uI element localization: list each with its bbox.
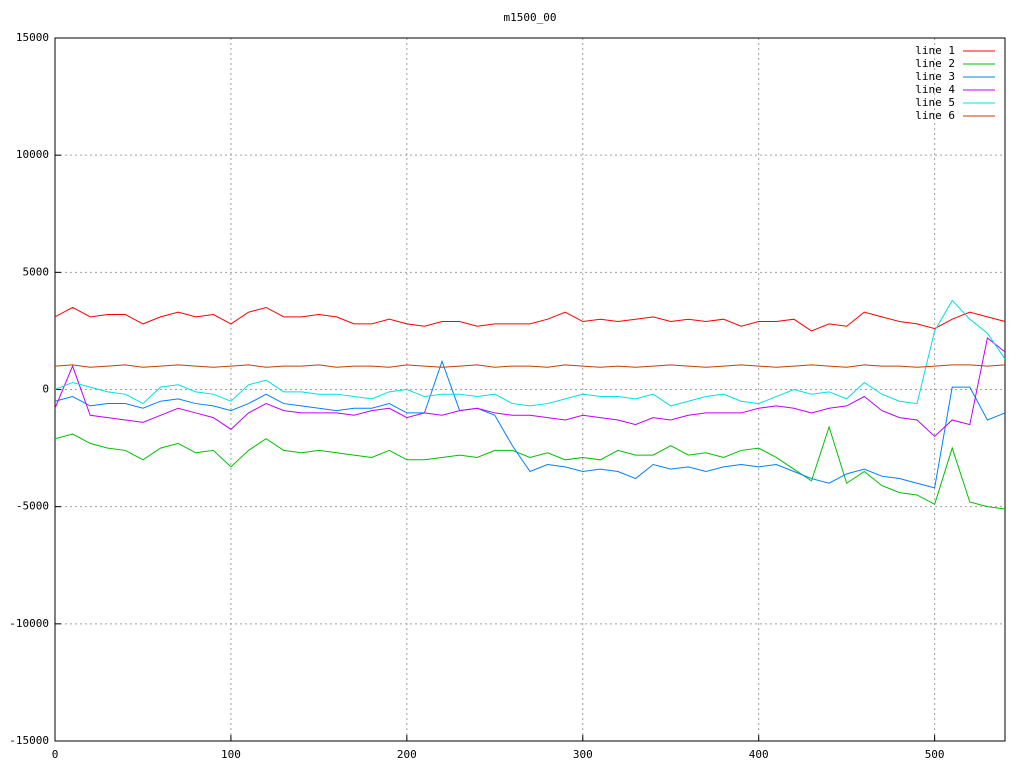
x-tick-label: 0 [52,748,59,761]
legend-label: line 6 [915,109,955,122]
y-tick-label: -10000 [9,617,49,630]
x-tick-label: 500 [925,748,945,761]
y-tick-label: 15000 [16,31,49,44]
legend-label: line 5 [915,96,955,109]
data-line [54,364,1006,368]
data-line [54,359,1006,489]
legend-label: line 3 [915,70,955,83]
legend-label: line 1 [915,44,955,57]
chart-title: m1500_00 [504,11,557,24]
data-line [54,306,1006,332]
x-tick-label: 300 [573,748,593,761]
y-tick-label: -15000 [9,734,49,747]
x-tick-label: 100 [221,748,241,761]
data-line [54,337,1006,438]
y-tick-label: 10000 [16,148,49,161]
x-tick-label: 200 [397,748,417,761]
data-line [54,425,1006,510]
legend-label: line 4 [915,83,955,96]
y-tick-label: -5000 [16,500,49,513]
y-tick-label: 5000 [23,265,50,278]
y-tick-label: 0 [42,383,49,396]
data-line [54,299,1006,407]
x-tick-label: 400 [749,748,769,761]
legend-label: line 2 [915,57,955,70]
